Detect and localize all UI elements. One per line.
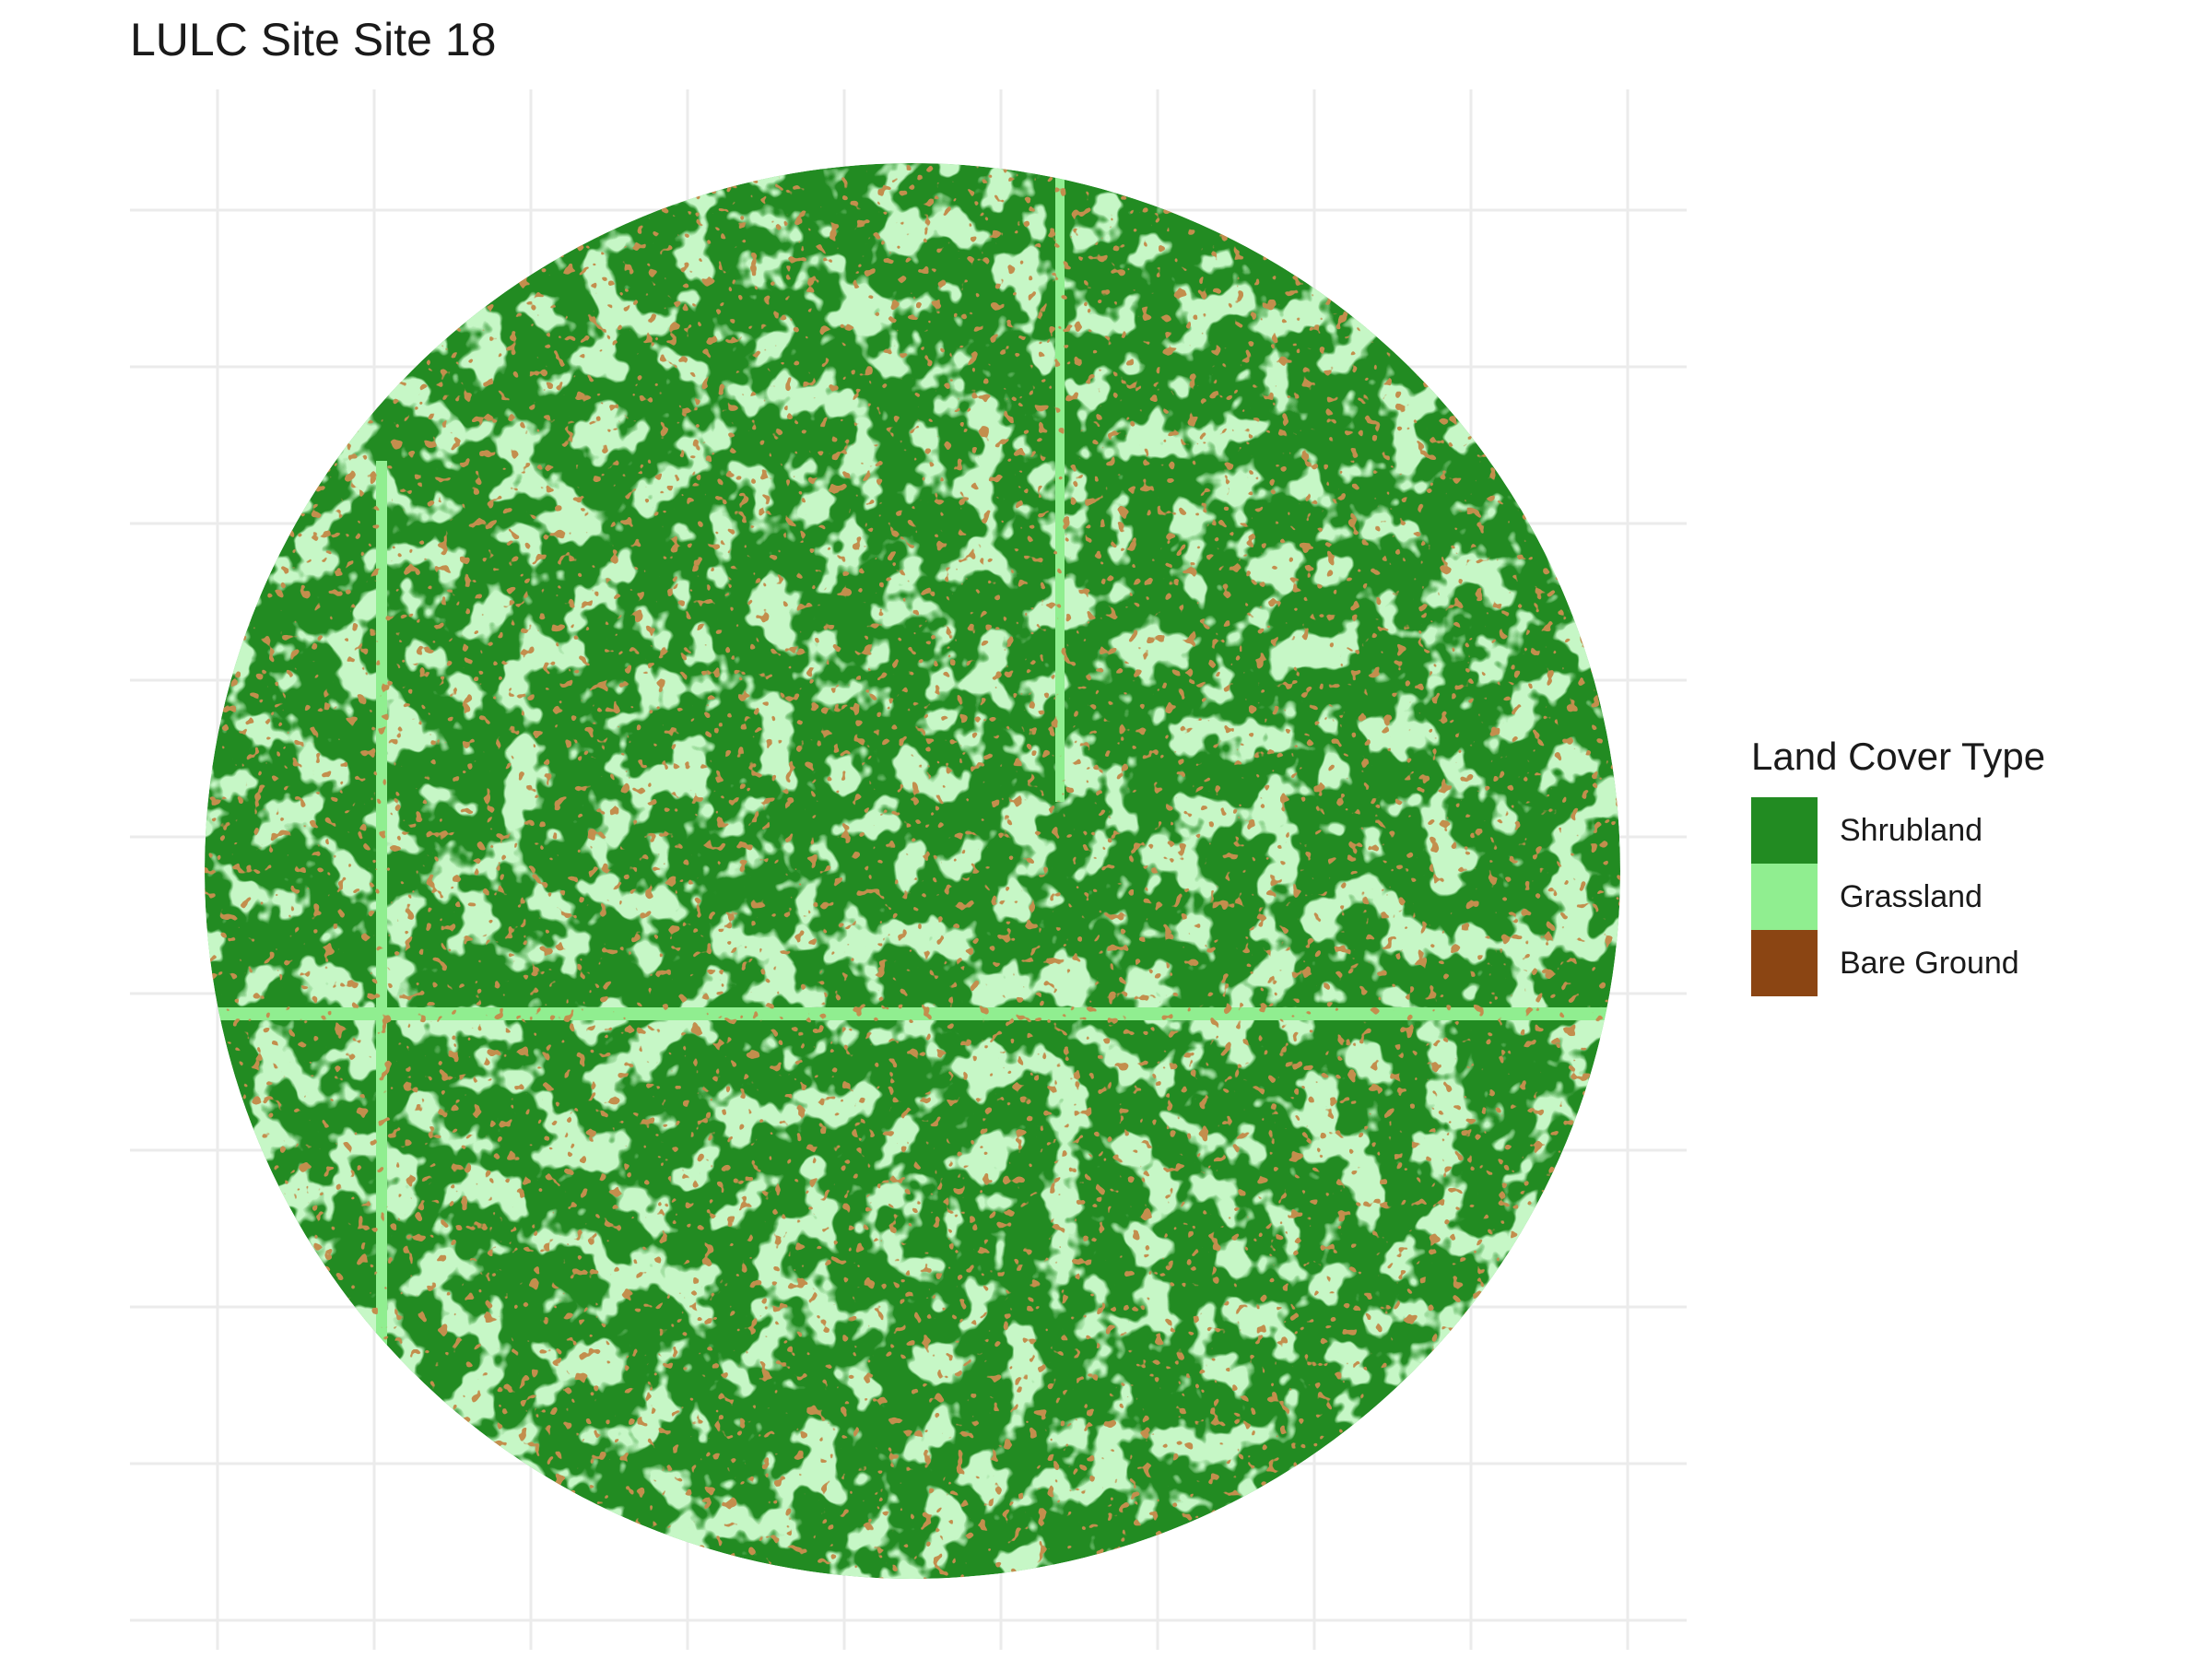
legend-item-shrubland: Shrubland [1751, 797, 2045, 864]
legend-label-grassland: Grassland [1840, 878, 1983, 914]
land-cover-raster [205, 163, 1620, 1579]
legend-items: Shrubland Grassland Bare Ground [1751, 797, 2045, 996]
legend-label-bare-ground: Bare Ground [1840, 945, 2019, 981]
legend-swatch-grassland [1751, 864, 1818, 930]
legend-swatch-bare-ground [1751, 930, 1818, 996]
bare-ground-patches [205, 163, 1620, 1579]
map-title: LULC Site Site 18 [130, 14, 497, 65]
legend-item-bare-ground: Bare Ground [1751, 930, 2045, 996]
legend: Land Cover Type Shrubland Grassland Bare… [1751, 735, 2045, 996]
legend-label-shrubland: Shrubland [1840, 812, 1983, 848]
legend-swatch-shrubland [1751, 797, 1818, 864]
legend-item-grassland: Grassland [1751, 864, 2045, 930]
legend-title: Land Cover Type [1751, 735, 2046, 778]
